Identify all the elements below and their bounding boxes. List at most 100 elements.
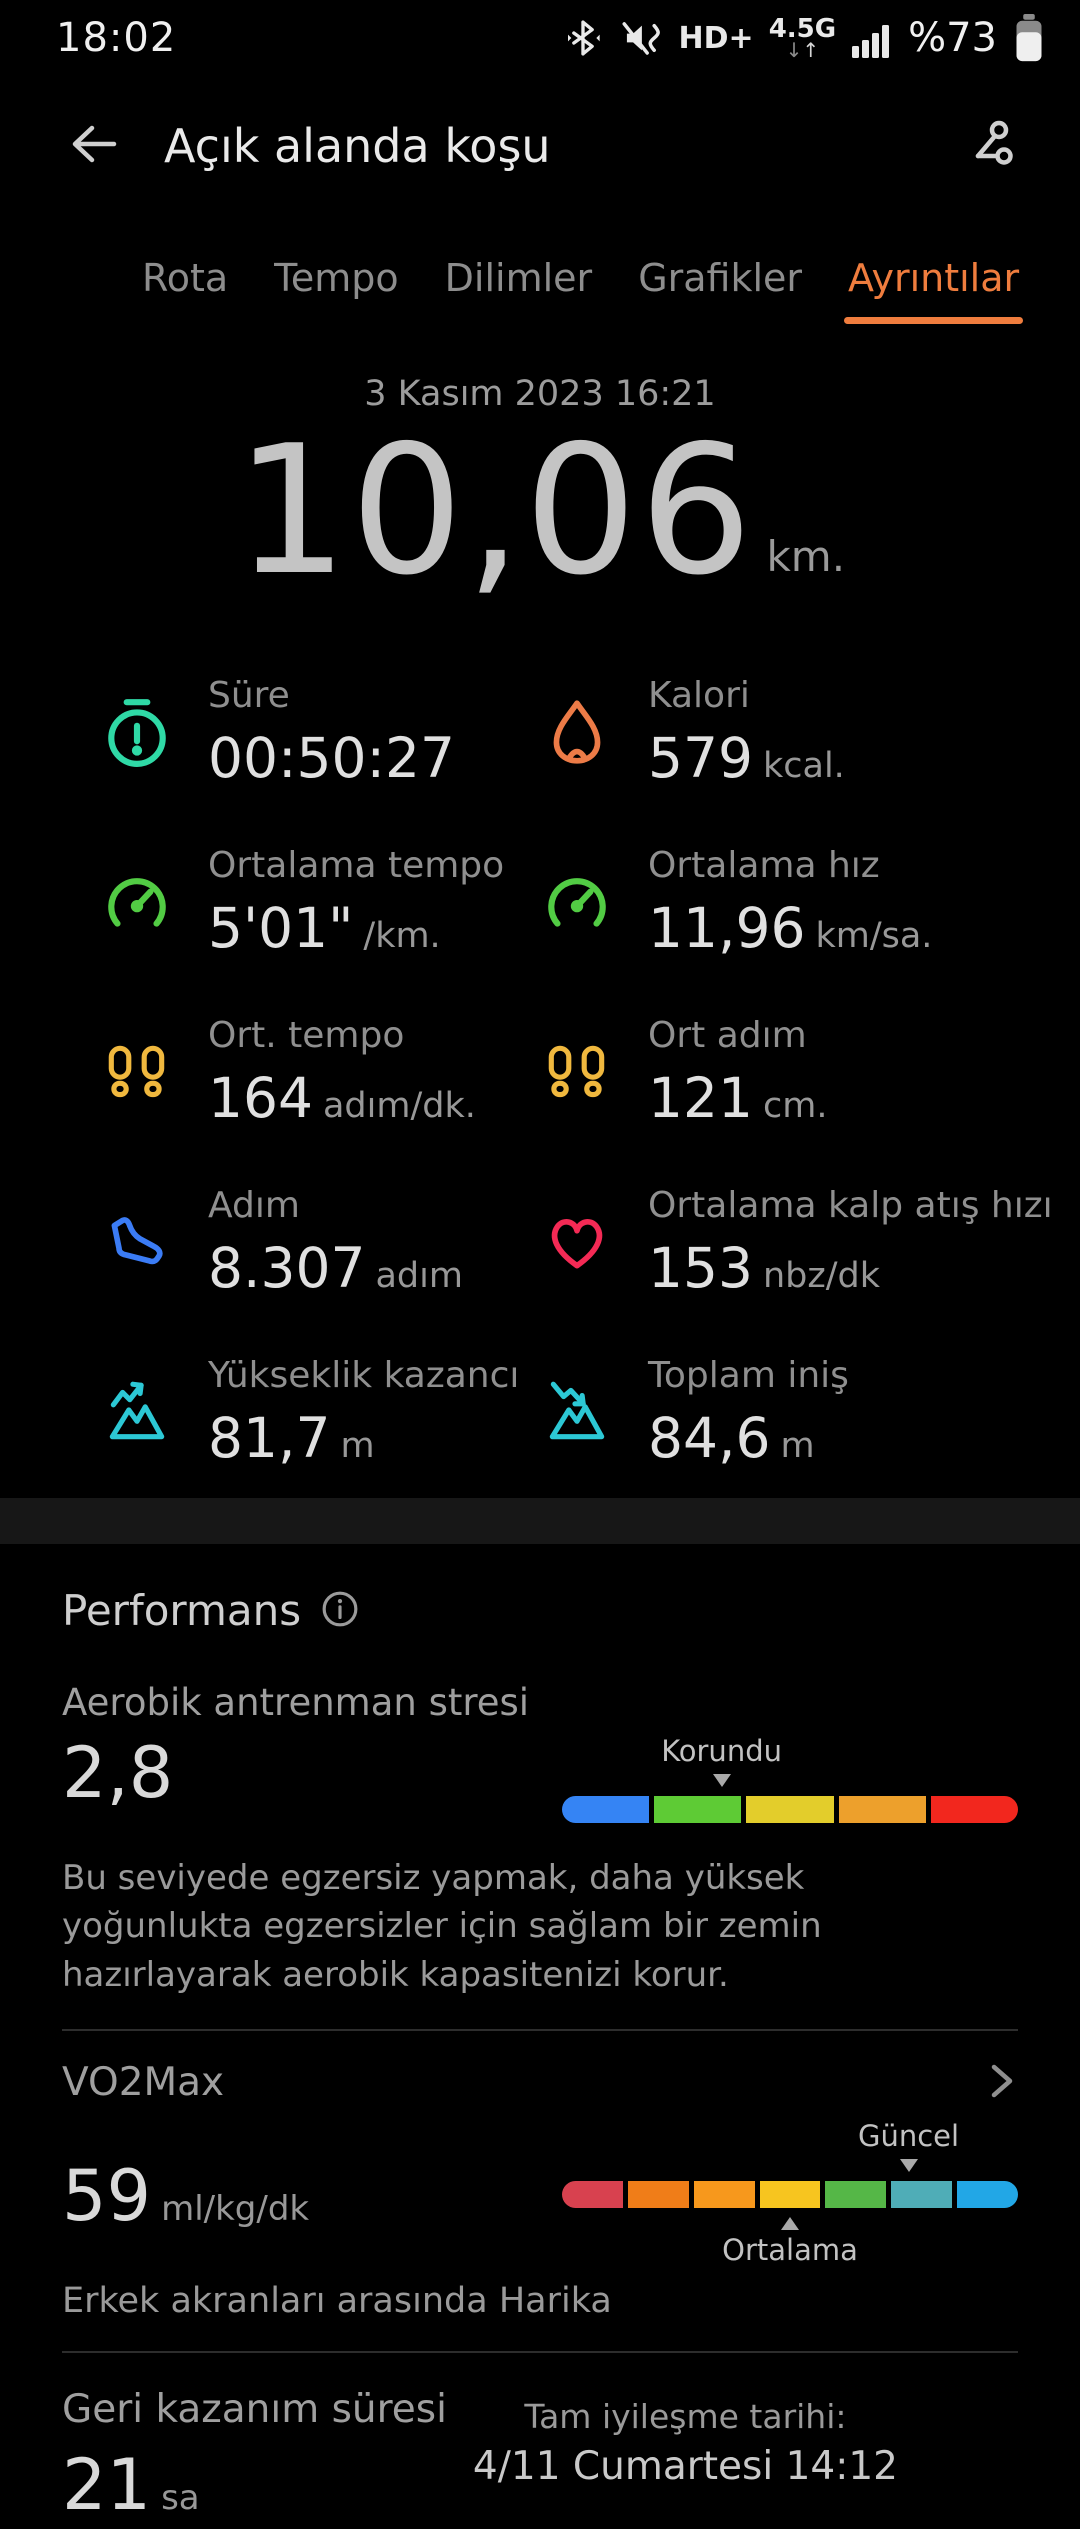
footprints-icon <box>100 1035 174 1109</box>
bar-segment <box>746 1796 834 1823</box>
divider <box>62 2350 1018 2353</box>
bar-segment <box>759 2180 821 2208</box>
vo2max-bar: Güncel Ortalama <box>562 2111 1019 2279</box>
stat-label: Toplam iniş <box>648 1354 849 1396</box>
stopwatch-icon <box>100 695 174 769</box>
mountain-up-icon <box>100 1375 174 1449</box>
stat-label: Ortalama kalp atış hızı <box>648 1184 1053 1226</box>
recovery-row: Geri kazanım süresi 21 sa Tam iyileşme t… <box>62 2353 1018 2529</box>
stat-label: Adım <box>208 1184 300 1226</box>
gauge-icon <box>100 865 174 939</box>
flame-icon <box>540 695 614 769</box>
ats-marker-label: Korundu <box>661 1734 782 1768</box>
stat-card: Süre 00:50:27 <box>100 668 540 796</box>
stat-value: 00:50:27 <box>208 725 456 790</box>
ats-description: Bu seviyede egzersiz yapmak, daha yüksek… <box>62 1858 822 1995</box>
stat-card: Ortalama tempo 5'01"/km. <box>100 838 540 966</box>
stat-value: 153 <box>648 1235 753 1300</box>
stat-card: Ort. tempo 164 adım/dk. <box>100 1008 540 1136</box>
distance-unit: km. <box>766 532 846 581</box>
back-button[interactable] <box>66 116 122 176</box>
info-icon[interactable] <box>321 1590 359 1632</box>
stat-label: Süre <box>208 674 290 716</box>
bluetooth-icon <box>563 16 603 60</box>
stat-card: Ortalama hız 11,96 km/sa. <box>540 838 1053 966</box>
full-recovery-label: Tam iyileşme tarihi: <box>524 2396 847 2436</box>
distance-value: 10,06 <box>234 407 755 614</box>
vo2max-value: 59 <box>62 2154 152 2237</box>
battery-percent: %73 <box>908 15 997 61</box>
ats-bar: Korundu <box>562 1734 1019 1836</box>
page-title: Açık alanda koşu <box>164 119 551 173</box>
bar-segment <box>627 2180 689 2208</box>
shoe-icon <box>100 1205 174 1279</box>
stat-unit: adım <box>375 1255 463 1296</box>
signal-icon <box>851 16 893 60</box>
stat-unit: adım/dk. <box>322 1085 476 1126</box>
stat-unit: m <box>780 1425 815 1466</box>
stat-value: 84,6 <box>648 1405 771 1470</box>
ats-value: 2,8 <box>62 1732 174 1814</box>
stat-card: Toplam iniş 84,6 m <box>540 1348 1053 1476</box>
battery-icon <box>1012 13 1046 63</box>
network-hd-label: HD+ <box>678 20 754 56</box>
status-icons: HD+ 4.5G ↓↑ %73 <box>563 13 1046 63</box>
stat-unit: m <box>340 1425 375 1466</box>
bar-segment <box>825 2180 887 2208</box>
stat-unit: kcal. <box>762 745 845 786</box>
bar-segment <box>562 2180 623 2208</box>
recovery-unit: sa <box>161 2477 200 2518</box>
recovery-label: Geri kazanım süresi <box>62 2386 447 2432</box>
stats-grid: Süre 00:50:27 Kalori 579 kcal. Ortalama tem… <box>0 668 1080 1476</box>
network-activity-arrows-icon: ↓↑ <box>785 38 820 62</box>
status-time: 18:02 <box>56 15 177 61</box>
bar-segment <box>891 2180 953 2208</box>
stat-card: Adım 8.307 adım <box>100 1178 540 1306</box>
vo2max-current-label: Güncel <box>858 2118 960 2153</box>
mute-vibrate-icon <box>618 16 664 60</box>
vo2max-note: Erkek akranları arasında Harika <box>62 2280 612 2321</box>
tab-ayrintilar[interactable]: Ayrıntılar <box>844 256 1024 324</box>
vo2max-average-label: Ortalama <box>722 2232 858 2267</box>
bar-segment <box>957 2180 1019 2208</box>
full-recovery-date: 4/11 Cumartesi 14:12 <box>472 2443 898 2489</box>
activity-datetime: 3 Kasım 2023 16:21 <box>364 374 716 414</box>
ats-label: Aerobik antrenman stresi <box>62 1681 530 1724</box>
stat-label: Kalori <box>648 674 750 716</box>
stat-unit: nbz/dk <box>762 1255 881 1296</box>
chevron-right-icon <box>984 2059 1018 2107</box>
bar-segment <box>693 2180 755 2208</box>
network-type-indicator: 4.5G ↓↑ <box>769 16 836 60</box>
stat-value: 81,7 <box>208 1405 331 1470</box>
divider <box>62 2028 1018 2031</box>
stat-unit: cm. <box>762 1085 828 1126</box>
stat-label: Ort. tempo <box>208 1014 405 1056</box>
tab-rota[interactable]: Rota <box>142 256 229 300</box>
status-bar: 18:02 HD+ 4.5G ↓↑ <box>0 0 1080 72</box>
stat-card: Ortalama kalp atış hızı 153 nbz/dk <box>540 1178 1053 1306</box>
tab-tempo[interactable]: Tempo <box>274 256 399 300</box>
vo2max-current-marker-icon <box>899 2158 918 2172</box>
stat-value: 5'01" <box>208 895 354 960</box>
bar-segment <box>562 1796 650 1823</box>
stat-value: 121 <box>648 1065 753 1130</box>
distance-summary: 10,06 km. <box>0 422 1080 600</box>
stat-unit: km/sa. <box>815 915 933 956</box>
stat-label: Ortalama hız <box>648 844 880 886</box>
performance-title: Performans <box>62 1586 302 1635</box>
stat-value: 11,96 <box>648 895 806 960</box>
performance-section: Performans Aerobik antrenman stresi 2,8 … <box>0 1586 1080 2529</box>
vo2max-label: VO2Max <box>62 2060 225 2106</box>
bar-segment <box>838 1796 926 1823</box>
tab-bar: Rota Tempo Dilimler Grafikler Ayrıntılar <box>142 256 1080 324</box>
stat-value: 579 <box>648 725 753 790</box>
stat-card: Yükseklik kazancı 81,7 m <box>100 1348 540 1476</box>
tab-grafikler[interactable]: Grafikler <box>638 256 803 300</box>
vo2max-average-marker-icon <box>781 2216 799 2230</box>
tab-dilimler[interactable]: Dilimler <box>444 256 593 300</box>
share-button[interactable] <box>956 119 1014 173</box>
vo2max-row[interactable]: VO2Max <box>62 2059 1018 2107</box>
stat-unit: /km. <box>363 915 441 956</box>
footprints-icon <box>540 1035 614 1109</box>
stat-card: Kalori 579 kcal. <box>540 668 1053 796</box>
